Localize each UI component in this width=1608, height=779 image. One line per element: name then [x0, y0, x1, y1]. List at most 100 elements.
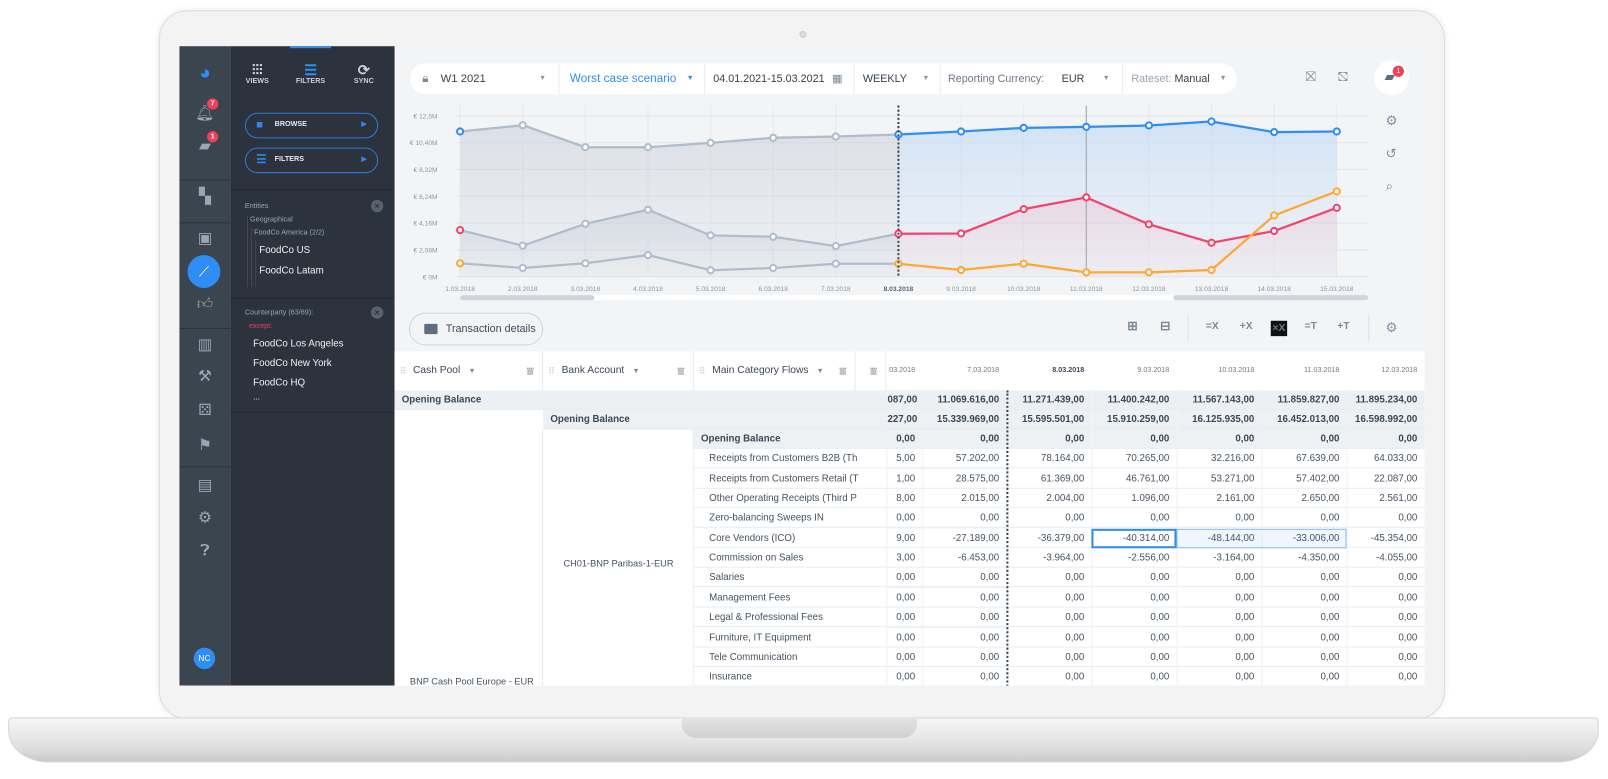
table-cell[interactable]: 0,00	[1176, 508, 1261, 529]
expand-all-icon[interactable]: ⊞	[1127, 318, 1138, 334]
table-cell[interactable]: 0,00	[1006, 627, 1091, 648]
table-cell[interactable]: 0,00	[922, 647, 1006, 667]
table-cell[interactable]: 0,00	[1261, 568, 1347, 588]
table-cell[interactable]: 0,00	[1006, 667, 1091, 686]
table-cell[interactable]: -6.453,00	[922, 548, 1006, 568]
bank-account-label[interactable]: CH01-BNP Paribas-1-EUR	[563, 558, 674, 569]
table-cell[interactable]: -33.006,00	[1261, 528, 1347, 549]
date-column-header[interactable]: 10.03.2018	[1218, 366, 1255, 375]
row-label[interactable]: Salaries	[709, 572, 745, 584]
chart-scrollbar-handle-left[interactable]	[460, 295, 595, 301]
table-cell[interactable]: -3.164,00	[1176, 548, 1261, 568]
chart-line-icon[interactable]: ⟋	[187, 255, 221, 288]
date-column-header[interactable]: 03.2018	[889, 366, 916, 375]
row-group-label[interactable]: Opening Balance	[700, 433, 781, 445]
row-label[interactable]: Core Vendors (ICO)	[709, 532, 796, 544]
table-cell[interactable]: -45.354,00	[1346, 528, 1425, 549]
table-cell[interactable]: 46.761,00	[1091, 469, 1176, 489]
table-cell[interactable]: 0,00	[1091, 647, 1176, 667]
report-icon[interactable]: ▥	[197, 336, 213, 354]
table-cell[interactable]: 28.575,00	[922, 469, 1006, 489]
reset-icon[interactable]: ↺	[1385, 145, 1397, 161]
table-cell[interactable]: 0,00	[1091, 667, 1176, 686]
drag-handle-icon[interactable]: ⠿	[698, 365, 706, 377]
table-cell[interactable]: 0,00	[886, 568, 922, 588]
table-cell[interactable]: 61.369,00	[1006, 469, 1091, 489]
table-cell[interactable]: 0,00	[922, 508, 1006, 529]
table-cell[interactable]: 227,00	[886, 409, 922, 430]
group-button-active[interactable]: ×X	[1270, 320, 1288, 337]
row-label[interactable]: Insurance	[709, 671, 752, 683]
rateset-select[interactable]: Rateset: Manual ▼	[1123, 64, 1237, 95]
bell-icon[interactable]: 🔔︎ 7	[193, 98, 219, 124]
counterparty-item[interactable]: FoodCo New York	[253, 357, 332, 369]
dashboard-icon[interactable]: ▚	[199, 187, 211, 205]
chat-button[interactable]: ▰ 1	[1374, 60, 1410, 96]
table-cell[interactable]: -27.189,00	[922, 528, 1006, 549]
table-cell[interactable]: 0,00	[886, 667, 922, 686]
table-cell[interactable]: 0,00	[1346, 588, 1425, 608]
table-cell[interactable]: -2.556,00	[1091, 548, 1176, 568]
selected-cell[interactable]	[1091, 528, 1177, 549]
table-cell[interactable]: 8,00	[886, 488, 922, 509]
period-select[interactable]: WEEKLY ▼	[855, 63, 941, 95]
drag-handle-icon[interactable]: ⠿	[399, 365, 407, 377]
table-cell[interactable]: 0,00	[886, 429, 922, 449]
message-icon[interactable]: ▰ 1	[193, 131, 219, 156]
table-cell[interactable]: 15.339.969,00	[922, 409, 1006, 430]
counterparty-item[interactable]: FoodCo Los Angeles	[253, 338, 344, 350]
row-label[interactable]: Legal & Professional Fees	[709, 611, 823, 624]
date-column-header[interactable]: 8.03.2018	[1052, 366, 1085, 375]
table-cell[interactable]: 0,00	[922, 607, 1006, 628]
table-cell[interactable]: 11.069.616,00	[922, 390, 1006, 410]
collapse-all-icon[interactable]: ⊟	[1160, 318, 1171, 334]
dice-icon[interactable]: ⚄	[198, 401, 212, 420]
wallet-icon[interactable]: ▣	[197, 229, 213, 247]
filter-icon[interactable]: ⩸	[839, 363, 847, 379]
hide-forecast-icon[interactable]: ⛞	[1337, 68, 1349, 85]
date-column-header[interactable]: 11.03.2018	[1304, 366, 1340, 375]
table-cell[interactable]: 0,00	[1261, 429, 1347, 449]
chevron-down-icon[interactable]: ▼	[632, 367, 640, 376]
table-cell[interactable]: 78.164,00	[1006, 449, 1091, 469]
group-button[interactable]: =T	[1304, 320, 1317, 333]
table-cell[interactable]: 087,00	[886, 390, 922, 410]
filter-icon[interactable]: ⩸	[677, 363, 685, 379]
table-cell[interactable]: 0,00	[1091, 568, 1176, 588]
table-cell[interactable]: 0,00	[1261, 647, 1347, 667]
table-cell[interactable]: 0,00	[1176, 429, 1261, 449]
filter-icon[interactable]: ⩸	[869, 363, 878, 379]
table-cell[interactable]: 15.910.259,00	[1091, 409, 1176, 430]
table-cell[interactable]: 67.639,00	[1261, 449, 1347, 469]
table-cell[interactable]: 0,00	[886, 627, 922, 648]
table-cell[interactable]: 2.161,00	[1176, 488, 1261, 509]
table-cell[interactable]: 0,00	[1091, 607, 1176, 628]
table-cell[interactable]: 9,00	[886, 528, 922, 549]
table-cell[interactable]: 11.567.143,00	[1176, 390, 1261, 410]
table-cell[interactable]: 11.400.242,00	[1091, 390, 1176, 410]
table-cell[interactable]: 0,00	[922, 667, 1006, 686]
table-cell[interactable]: 0,00	[1346, 429, 1425, 449]
chevron-down-icon[interactable]: ▼	[468, 367, 476, 376]
row-label[interactable]: Other Operating Receipts (Third P	[709, 492, 857, 505]
table-cell[interactable]: 0,00	[1261, 508, 1347, 529]
row-label[interactable]: Receipts from Customers B2B (Th	[709, 453, 858, 465]
table-cell[interactable]: 57.202,00	[922, 449, 1006, 469]
currency-select[interactable]: Reporting Currency: EUR ▼	[941, 63, 1124, 95]
table-cell[interactable]: 5,00	[886, 449, 922, 469]
group-button[interactable]: +T	[1337, 320, 1350, 333]
gear-icon[interactable]: ⚙	[198, 509, 212, 527]
column-header[interactable]: ⠿ Main Category Flows ▼ ⩸	[694, 351, 856, 391]
entity-item[interactable]: FoodCo US	[259, 244, 311, 257]
table-cell[interactable]: 2.561,00	[1346, 488, 1425, 509]
clear-entities-button[interactable]: ×	[370, 199, 384, 213]
table-cell[interactable]: 16.452.013,00	[1261, 409, 1347, 430]
table-settings-icon[interactable]: ⚙	[1385, 319, 1398, 336]
table-cell[interactable]: 0,00	[1346, 627, 1425, 648]
group-button[interactable]: +X	[1239, 320, 1253, 333]
table-cell[interactable]: 0,00	[1091, 627, 1176, 648]
table-cell[interactable]: 0,00	[1346, 647, 1425, 667]
table-cell[interactable]: 0,00	[1261, 607, 1347, 628]
cash-pool-label[interactable]: BNP Cash Pool Europe - EUR	[409, 676, 534, 686]
table-cell[interactable]: 70.265,00	[1091, 449, 1176, 469]
